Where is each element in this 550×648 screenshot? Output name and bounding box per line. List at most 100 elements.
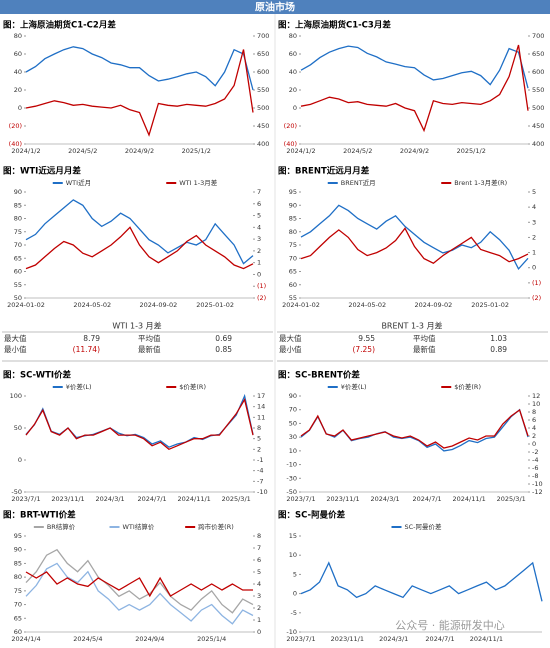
y-tick-label: 0 [293, 590, 297, 598]
legend-label: SC-阿曼价差 [405, 522, 443, 531]
x-tick-label: 2024/11/1 [452, 495, 485, 503]
x-tick-label: 2024/11/1 [470, 635, 503, 643]
x-tick-label: 2024-09-02 [415, 301, 453, 309]
y-tick-label: 85 [14, 201, 22, 209]
y2-tick-label: 2 [257, 445, 261, 453]
y2-tick-label: 400 [257, 140, 269, 148]
y2-tick-label: 6 [257, 200, 261, 208]
series-line [25, 49, 254, 137]
x-tick-label: 2025/3/1 [222, 495, 251, 503]
x-tick-label: 2024/3/1 [95, 495, 124, 503]
x-tick-label: 2024/1/4 [11, 635, 40, 643]
y2-tick-label: 3 [257, 235, 261, 243]
chart-title: 图：SC-WTI价差 [3, 370, 72, 381]
chart-title: 图：WTI近远月月差 [3, 166, 81, 177]
x-tick-label: 2023/7/1 [286, 635, 315, 643]
table-cell: 0.89 [490, 345, 507, 354]
series-line [25, 548, 254, 614]
y-tick-label: 70 [289, 406, 297, 414]
y-tick-label: 85 [289, 215, 297, 223]
y-tick-label: 65 [289, 268, 297, 276]
x-tick-label: 2023/11/1 [51, 495, 84, 503]
table-cell: (7.25) [352, 345, 375, 354]
y-tick-label: -10 [286, 461, 297, 469]
legend-label: 跨市价差(R) [198, 522, 234, 531]
legend-label: WTI 1-3月差 [179, 178, 217, 187]
y-tick-label: (20) [284, 122, 297, 130]
table-cell: 最大值 [4, 333, 27, 343]
y2-tick-label: 1 [257, 259, 261, 267]
y-tick-label: 75 [14, 587, 22, 595]
y2-tick-label: 6 [257, 556, 261, 564]
y2-tick-label: 0 [532, 440, 536, 448]
series-line [300, 561, 543, 602]
y-tick-label: 0 [18, 104, 22, 112]
y2-tick-label: 5 [257, 212, 261, 220]
y2-tick-label: 550 [532, 86, 544, 94]
series-line [300, 45, 529, 89]
y-tick-label: 70 [289, 254, 297, 262]
y2-tick-label: 450 [257, 122, 269, 130]
y2-tick-label: 5 [532, 188, 536, 196]
y-tick-label: 40 [289, 68, 297, 76]
table-cell: 最小值 [279, 344, 302, 354]
y2-tick-label: 3 [257, 592, 261, 600]
series-line [300, 408, 529, 452]
y2-tick-label: 600 [532, 68, 544, 76]
y-tick-label: -50 [11, 488, 22, 496]
y2-tick-label: 5 [257, 568, 261, 576]
y-tick-label: 30 [289, 433, 297, 441]
y2-tick-label: 6 [532, 416, 536, 424]
x-tick-label: 2024/5/2 [68, 147, 97, 155]
x-tick-label: 2025/1/2 [457, 147, 486, 155]
y2-tick-label: 0 [257, 628, 261, 636]
y-tick-label: 60 [14, 50, 22, 58]
y-tick-label: 90 [14, 546, 22, 554]
y-tick-label: 50 [14, 294, 22, 302]
y-tick-label: (20) [9, 122, 22, 130]
y2-tick-label: 7 [257, 544, 261, 552]
chart-title: 图：SC-BRENT价差 [278, 370, 360, 381]
x-tick-label: 2025/1/4 [197, 635, 226, 643]
y2-tick-label: 10 [532, 400, 540, 408]
y2-tick-label: 450 [532, 122, 544, 130]
y2-tick-label: 4 [532, 203, 536, 211]
table-cell: 平均值 [413, 333, 436, 343]
x-tick-label: 2024/7/1 [425, 635, 454, 643]
y2-tick-label: 650 [532, 50, 544, 58]
y2-tick-label: -10 [532, 480, 543, 488]
x-tick-label: 2024/11/1 [177, 495, 210, 503]
y-tick-label: 60 [289, 50, 297, 58]
y-tick-label: 70 [14, 241, 22, 249]
y-tick-label: 80 [14, 573, 22, 581]
x-tick-label: 2024/7/1 [413, 495, 442, 503]
y2-tick-label: 14 [257, 403, 265, 411]
y-tick-label: 50 [14, 424, 22, 432]
table-cell: 最新值 [138, 344, 161, 354]
legend-label: ¥价差(L) [66, 382, 92, 391]
y-tick-label: 70 [14, 601, 22, 609]
y2-tick-label: 700 [257, 32, 269, 40]
y-tick-label: 40 [14, 68, 22, 76]
series-line [25, 562, 254, 625]
y2-tick-label: -8 [532, 472, 538, 480]
x-tick-label: 2024/1/2 [11, 147, 40, 155]
series-line [25, 199, 254, 265]
legend-label: ¥价差(L) [341, 382, 367, 391]
series-line [25, 46, 254, 91]
header-bar [0, 0, 550, 14]
x-tick-label: 2024/1/2 [286, 147, 315, 155]
y2-tick-label: 11 [257, 413, 265, 421]
y-tick-label: 20 [289, 86, 297, 94]
y-tick-label: 5 [293, 570, 297, 578]
table-cell: 0.69 [215, 334, 232, 343]
y-tick-label: 90 [14, 188, 22, 196]
y2-tick-label: 400 [532, 140, 544, 148]
y2-tick-label: 700 [532, 32, 544, 40]
y2-tick-label: 500 [257, 104, 269, 112]
y2-tick-label: 12 [532, 392, 540, 400]
series-line [300, 44, 529, 133]
y-tick-label: -50 [286, 488, 297, 496]
legend-label: WTI结算价 [123, 522, 155, 531]
y-tick-label: 80 [14, 32, 22, 40]
